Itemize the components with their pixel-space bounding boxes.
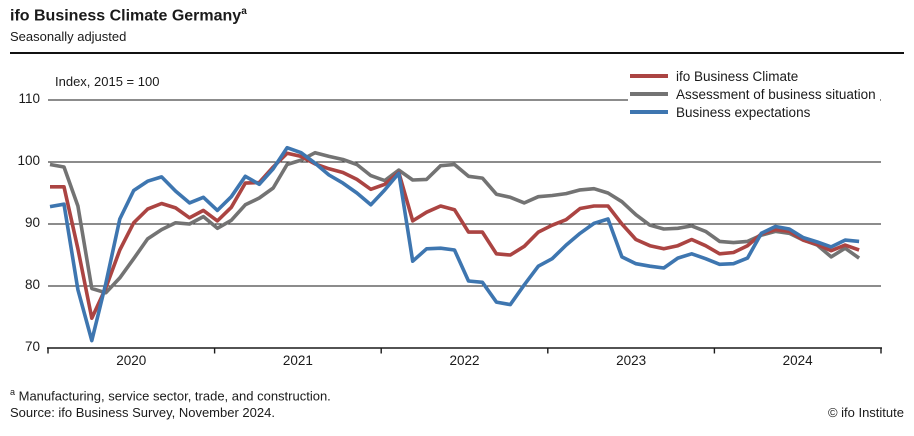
climate-line-swatch — [630, 74, 668, 78]
page-title: ifo Business Climate Germanya — [10, 6, 247, 25]
situation-line — [49, 150, 861, 295]
y-axis-label: 80 — [24, 277, 40, 292]
legend-item-business-expectations: Business expectations — [630, 103, 876, 121]
climate-line — [50, 151, 860, 321]
chart-legend: ifo Business Climate Assessment of busin… — [628, 65, 880, 123]
y-axis-label: 110 — [18, 91, 40, 106]
title-footnote-marker: a — [241, 6, 247, 17]
y-axis-label: 70 — [24, 339, 40, 354]
copyright-note: © ifo Institute — [827, 405, 904, 420]
x-axis-label: 2020 — [116, 353, 147, 368]
x-axis-label: 2024 — [782, 353, 813, 368]
y-axis-label: 90 — [24, 215, 40, 230]
y-axis-unit-label: Index, 2015 = 100 — [55, 74, 160, 89]
legend-label: ifo Business Climate — [676, 68, 799, 84]
expectations-line — [49, 145, 860, 343]
legend-label: Assessment of business situation — [676, 86, 876, 102]
x-axis-label: 2021 — [282, 353, 313, 368]
x-axis-label: 2023 — [616, 353, 647, 368]
header-divider — [10, 52, 904, 54]
expectations-line-swatch — [630, 110, 668, 114]
footnote-text: Manufacturing, service sector, trade, an… — [15, 388, 331, 404]
legend-item-business-situation: Assessment of business situation — [630, 85, 876, 103]
chart-footnote: a Manufacturing, service sector, trade, … — [10, 387, 331, 403]
chart-subtitle: Seasonally adjusted — [10, 29, 127, 44]
source-note: Source: ifo Business Survey, November 20… — [10, 405, 275, 420]
legend-item-business-climate: ifo Business Climate — [630, 67, 876, 85]
footnote-marker: a — [10, 387, 16, 397]
x-axis-label: 2022 — [449, 353, 480, 368]
title-text: ifo Business Climate Germany — [10, 7, 242, 25]
legend-label: Business expectations — [676, 104, 811, 120]
y-axis-label: 100 — [17, 153, 40, 168]
situation-line-swatch — [630, 92, 668, 96]
